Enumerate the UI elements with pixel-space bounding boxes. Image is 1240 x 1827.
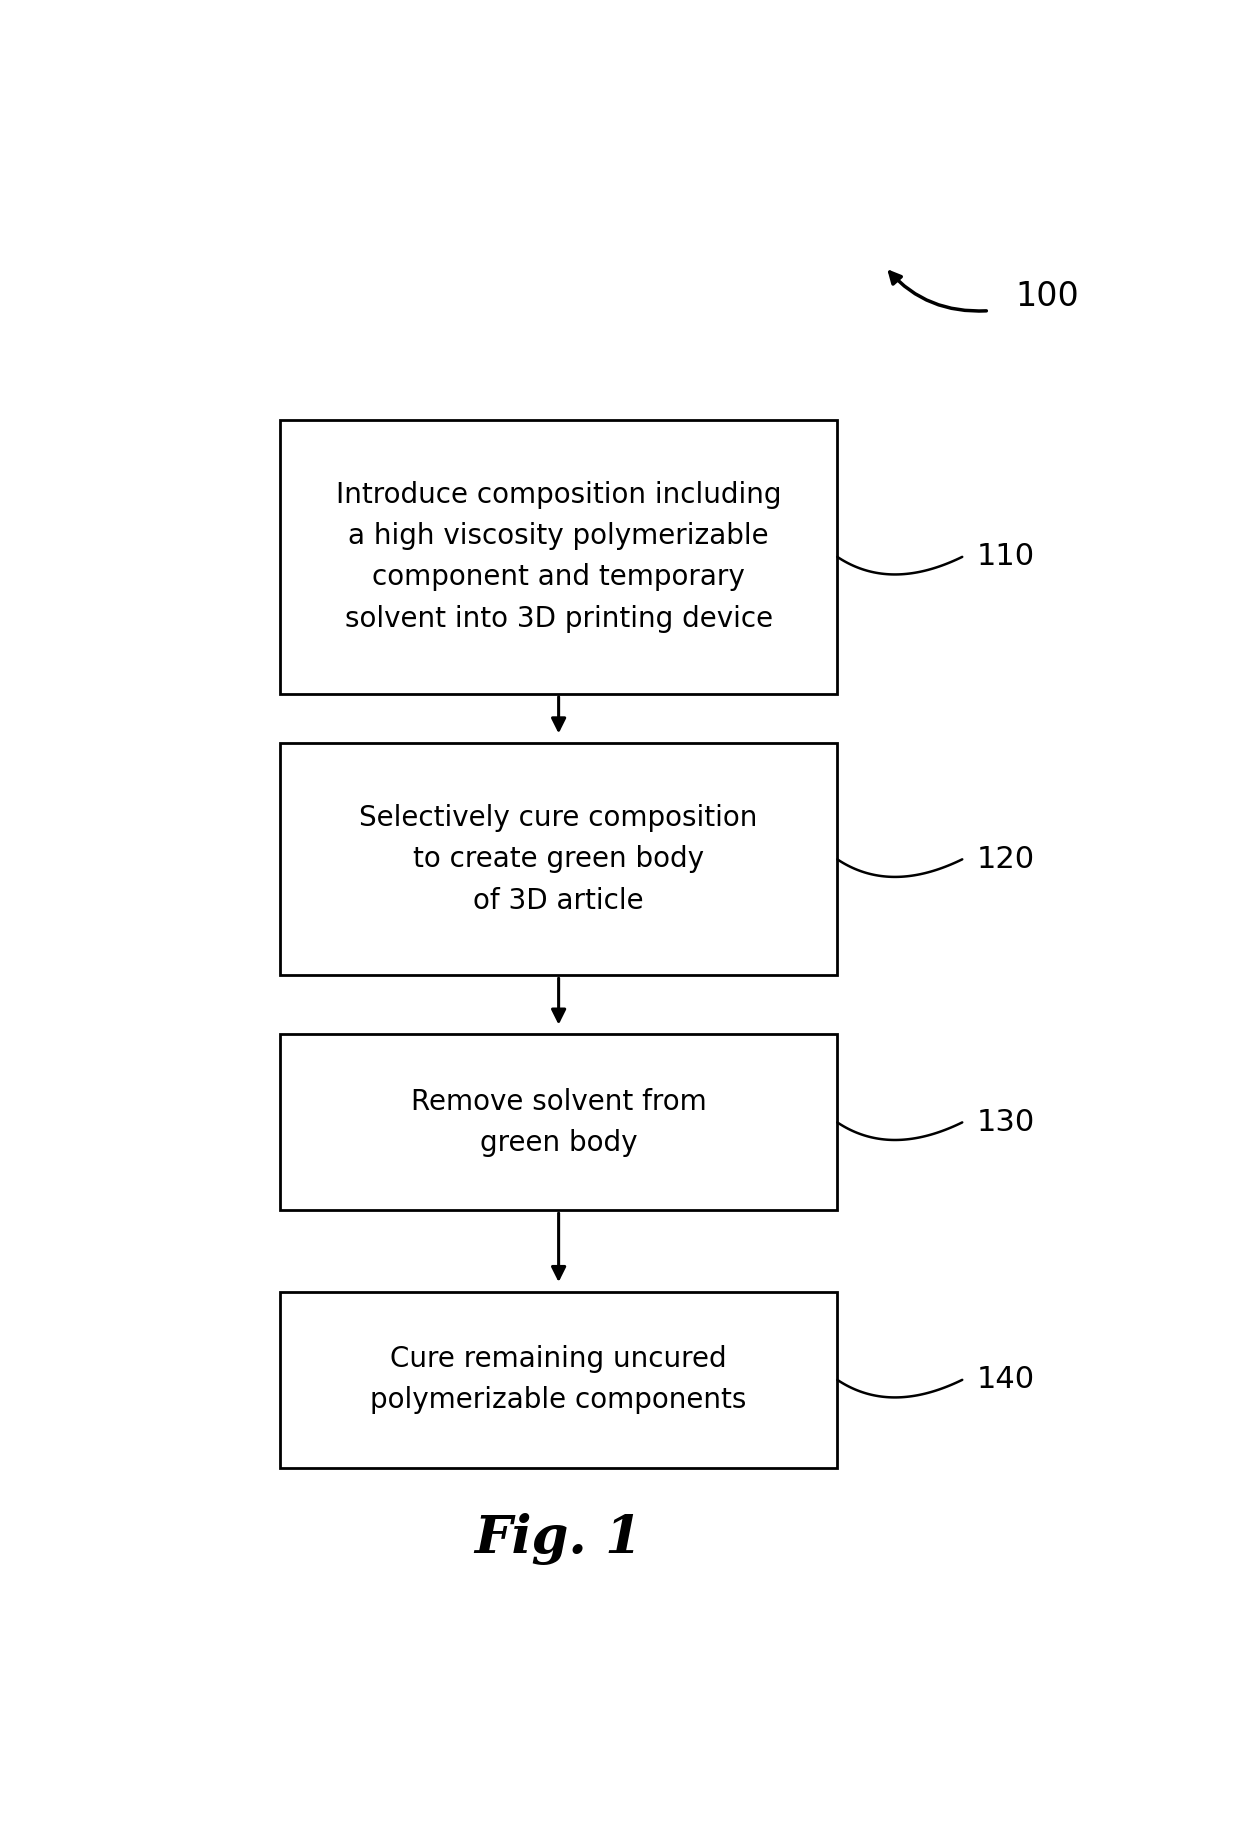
Text: 120: 120 [977, 844, 1034, 873]
Text: Introduce composition including
a high viscosity polymerizable
component and tem: Introduce composition including a high v… [336, 481, 781, 632]
Bar [280, 744, 837, 976]
Bar [280, 1034, 837, 1209]
Text: Remove solvent from
green body: Remove solvent from green body [410, 1087, 707, 1156]
Text: Cure remaining uncured
polymerizable components: Cure remaining uncured polymerizable com… [371, 1345, 746, 1414]
Text: Selectively cure composition
to create green body
of 3D article: Selectively cure composition to create g… [360, 804, 758, 915]
Bar [280, 1292, 837, 1467]
Text: 140: 140 [977, 1365, 1034, 1394]
Text: 130: 130 [977, 1107, 1035, 1136]
Text: 110: 110 [977, 543, 1034, 572]
Text: 100: 100 [1016, 280, 1079, 312]
Bar [280, 420, 837, 694]
Text: Fig. 1: Fig. 1 [475, 1513, 642, 1564]
